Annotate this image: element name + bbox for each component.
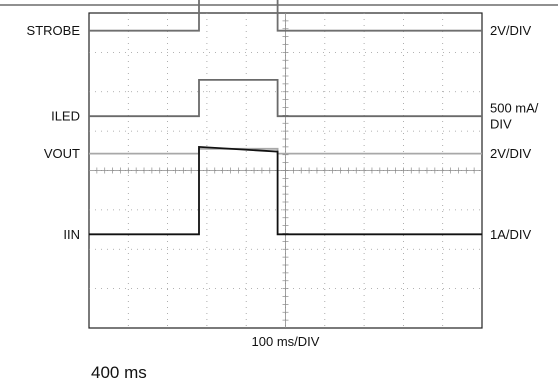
channel-label-iin: IIN bbox=[63, 227, 80, 242]
trace-iin bbox=[89, 145, 482, 236]
channel-label-iled: ILED bbox=[51, 109, 80, 124]
channel-scale-iin: 1A/DIV bbox=[490, 227, 532, 242]
channel-scale-iled: 500 mA/DIV bbox=[490, 101, 539, 132]
x-axis-label: 100 ms/DIV bbox=[252, 334, 320, 349]
channel-scale-strobe: 2V/DIV bbox=[490, 23, 532, 38]
channel-label-strobe: STROBE bbox=[27, 23, 81, 38]
channel-label-vout: VOUT bbox=[44, 146, 80, 161]
trace-iled bbox=[89, 79, 482, 118]
channel-labels: STROBE 2V/DIV ILED 500 mA/DIV VOUT 2V/DIV IIN 1… bbox=[27, 23, 539, 242]
traces bbox=[89, 0, 482, 236]
time-annotation: 400 ms bbox=[91, 363, 147, 382]
channel-scale-vout: 2V/DIV bbox=[490, 146, 532, 161]
trace-strobe bbox=[89, 0, 482, 32]
